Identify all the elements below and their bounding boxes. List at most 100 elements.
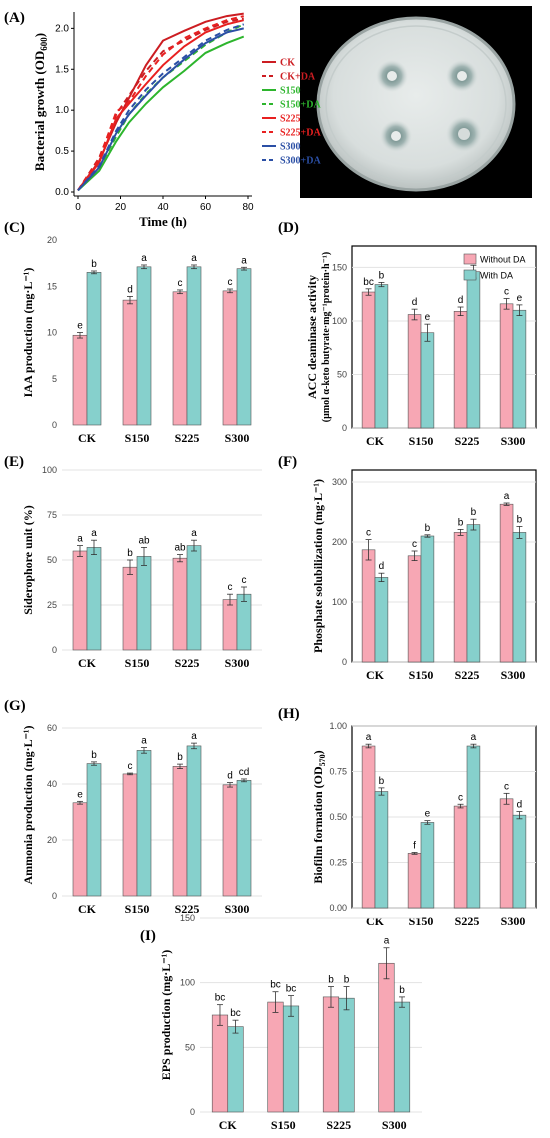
bar	[453, 311, 468, 429]
bar	[453, 532, 468, 663]
significance-letter: c	[458, 792, 463, 803]
bar	[512, 814, 527, 909]
series-line-S225+DA	[77, 15, 244, 191]
bar	[267, 1001, 284, 1113]
significance-letter: e	[425, 312, 431, 323]
x-category-label: S225	[326, 1118, 351, 1132]
y-tick-label: 25	[47, 600, 57, 610]
significance-letter: e	[77, 321, 83, 332]
significance-letter: a	[384, 936, 390, 947]
bar	[222, 290, 238, 426]
significance-letter: a	[141, 253, 147, 264]
legend-label: With DA	[480, 271, 513, 281]
panel-label: (G)	[4, 698, 26, 714]
x-category-label: CK	[366, 668, 385, 682]
significance-letter: f	[413, 840, 416, 851]
bar	[512, 309, 527, 429]
bar	[236, 593, 252, 651]
significance-letter: c	[178, 278, 183, 289]
y-axis-title: Biofilm formation (OD570)	[311, 750, 327, 883]
legend-label: S300	[280, 142, 301, 153]
bar	[222, 784, 238, 897]
significance-letter: b	[328, 975, 334, 986]
significance-letter: c	[242, 575, 247, 586]
panel-label: (E)	[4, 454, 24, 470]
bar	[499, 303, 514, 429]
bar	[407, 853, 422, 909]
bar	[236, 268, 252, 426]
y-tick-label: 0.25	[329, 858, 347, 868]
bar	[86, 763, 102, 897]
bar	[466, 524, 481, 663]
bar	[122, 773, 138, 897]
bar-chart-F: 0100200300CKcdS150cbS225bbS300abPhosphat…	[311, 469, 537, 682]
x-category-label: S225	[175, 902, 200, 916]
y-tick-label: 0	[342, 657, 347, 667]
bar	[227, 1026, 244, 1113]
y-tick-label: 60	[47, 723, 57, 733]
bar	[72, 802, 88, 897]
petri-dish-drawing	[316, 16, 516, 192]
significance-letter: d	[412, 297, 418, 308]
bar-chart-D: 050100150CKbcbS150deS225daS300ceACC deam…	[305, 245, 537, 448]
x-category-label: S150	[409, 668, 434, 682]
legend-label: S300+DA	[280, 156, 321, 167]
bar	[374, 284, 389, 429]
x-category-label: S225	[455, 434, 480, 448]
significance-letter: bc	[215, 993, 226, 1004]
legend-label: CK	[280, 58, 295, 69]
y-tick-label: 50	[185, 1042, 195, 1052]
significance-letter: a	[191, 253, 197, 264]
significance-letter: a	[191, 731, 197, 742]
significance-letter: bc	[270, 980, 281, 991]
significance-letter: d	[517, 800, 523, 811]
y-tick-label: 100	[42, 465, 57, 475]
significance-letter: bc	[286, 984, 297, 995]
x-category-label: CK	[78, 431, 97, 445]
significance-letter: b	[425, 523, 431, 534]
panel-label: (F)	[278, 454, 297, 470]
significance-letter: a	[366, 732, 372, 743]
significance-letter: c	[228, 277, 233, 288]
y-axis-title: Bacterial growth (OD600)	[32, 33, 49, 171]
x-tick-label: 0	[75, 202, 81, 213]
y-axis-title: (μmol α-keto butyrate·mg⁻¹protein·h⁻¹)	[321, 252, 332, 422]
x-category-label: S225	[175, 656, 200, 670]
bar	[407, 555, 422, 663]
y-tick-label: 15	[47, 281, 57, 291]
significance-letter: b	[458, 517, 464, 528]
significance-letter: e	[425, 809, 431, 820]
significance-letter: b	[379, 270, 385, 281]
bar	[236, 780, 252, 897]
bar	[420, 822, 435, 909]
y-tick-label: 0	[52, 645, 57, 655]
bar	[361, 745, 376, 909]
x-category-label: S225	[455, 668, 480, 682]
petri-dish-photo	[300, 6, 532, 198]
significance-letter: cd	[239, 767, 250, 778]
significance-letter: b	[399, 985, 405, 996]
bar	[466, 271, 481, 429]
x-axis-title: Time (h)	[139, 214, 187, 229]
significance-letter: bc	[363, 277, 374, 288]
bar	[338, 997, 355, 1113]
y-tick-label: 150	[332, 262, 347, 272]
x-category-label: S150	[125, 431, 150, 445]
significance-letter: c	[128, 761, 133, 772]
significance-letter: a	[471, 732, 477, 743]
y-tick-label: 2.0	[55, 23, 69, 34]
panel-label: (B)	[330, 10, 350, 26]
significance-letter: c	[228, 582, 233, 593]
significance-letter: a	[191, 528, 197, 539]
x-tick-label: 20	[115, 202, 127, 213]
line-chart-A: 0 20 40 60 80 0.0 0.5 1.0 1.5 2.0 Time (h) Bacteria…	[32, 12, 321, 229]
y-tick-label: 0.50	[329, 812, 347, 822]
y-tick-label: 0	[52, 420, 57, 430]
legend-label: S225	[280, 114, 301, 125]
x-category-label: CK	[78, 656, 97, 670]
significance-letter: e	[517, 293, 523, 304]
x-category-label: S150	[125, 656, 150, 670]
y-tick-label: 20	[47, 835, 57, 845]
